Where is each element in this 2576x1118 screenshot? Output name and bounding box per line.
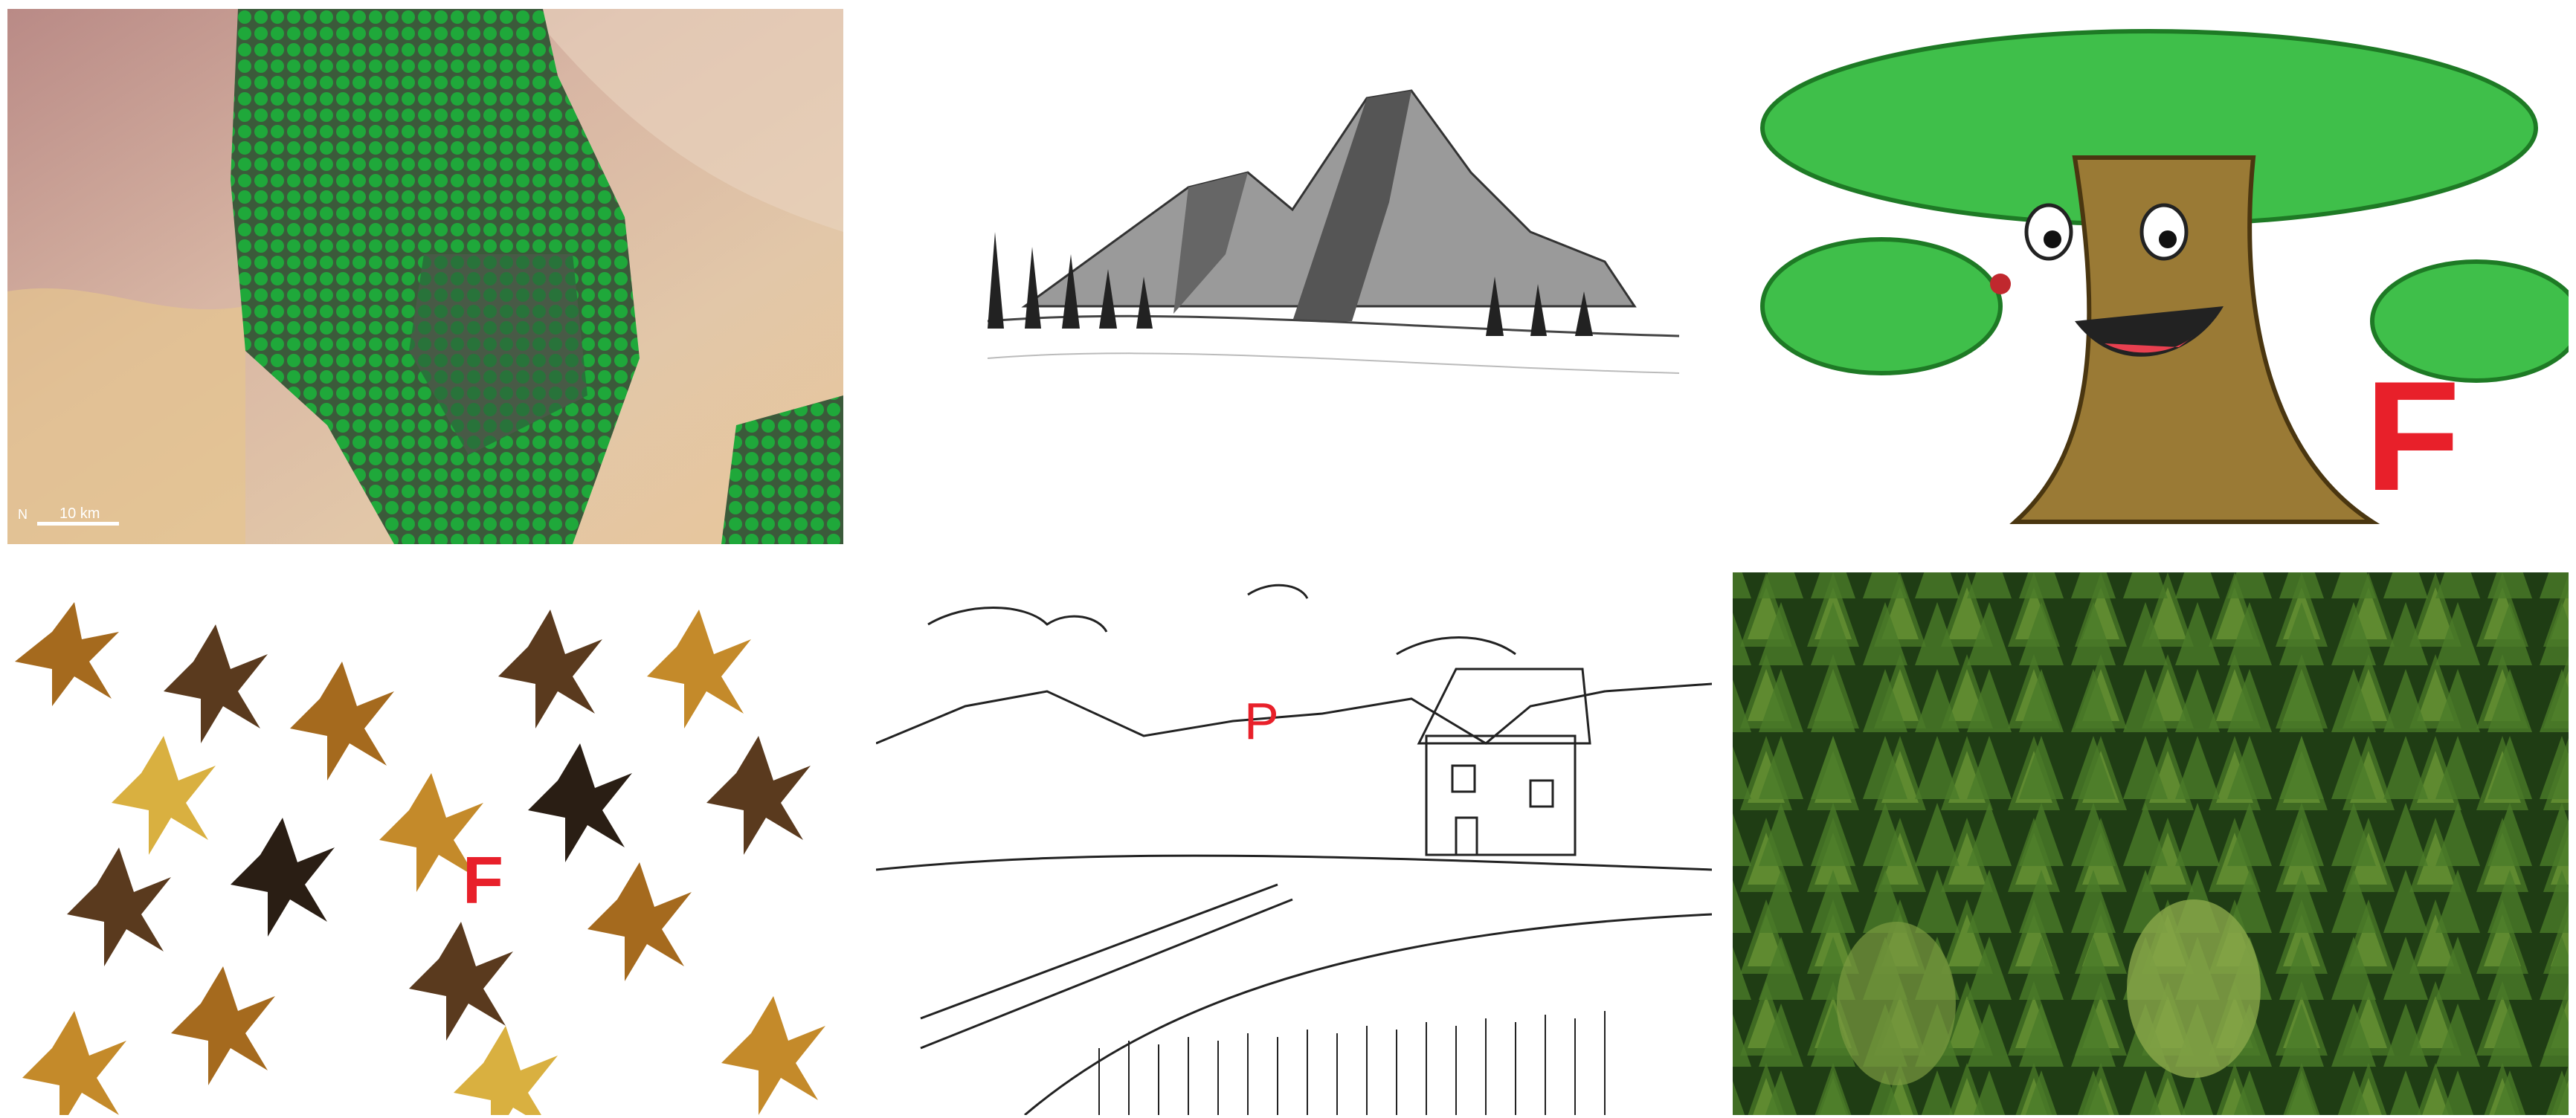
house-roof bbox=[1417, 668, 1591, 745]
leaves bbox=[15, 602, 825, 1115]
overlay-letter: F bbox=[2365, 349, 2461, 523]
pine-forest-image bbox=[1733, 572, 2569, 1115]
scale-bar bbox=[37, 522, 119, 526]
tree-trunk bbox=[2009, 155, 2380, 524]
farmhouse-sketch-image: P bbox=[876, 572, 1712, 1115]
cloud bbox=[927, 607, 1108, 633]
mountains bbox=[876, 682, 1712, 745]
pine-trees bbox=[988, 232, 1593, 336]
overlay-letter: P bbox=[1244, 692, 1279, 750]
light-tree bbox=[2127, 899, 2261, 1078]
autumn-leaves-image: F bbox=[7, 587, 843, 1115]
scale-label: 10 km bbox=[59, 505, 100, 522]
cartoon-tree-image: F bbox=[1733, 9, 2569, 544]
overlay-letter: F bbox=[463, 844, 503, 918]
north-arrow-label: N bbox=[18, 507, 28, 522]
mountain-sketch-image bbox=[876, 9, 1712, 544]
satellite-farmland-image: 10 km N bbox=[7, 9, 843, 544]
wheat-field bbox=[1098, 1011, 1606, 1115]
